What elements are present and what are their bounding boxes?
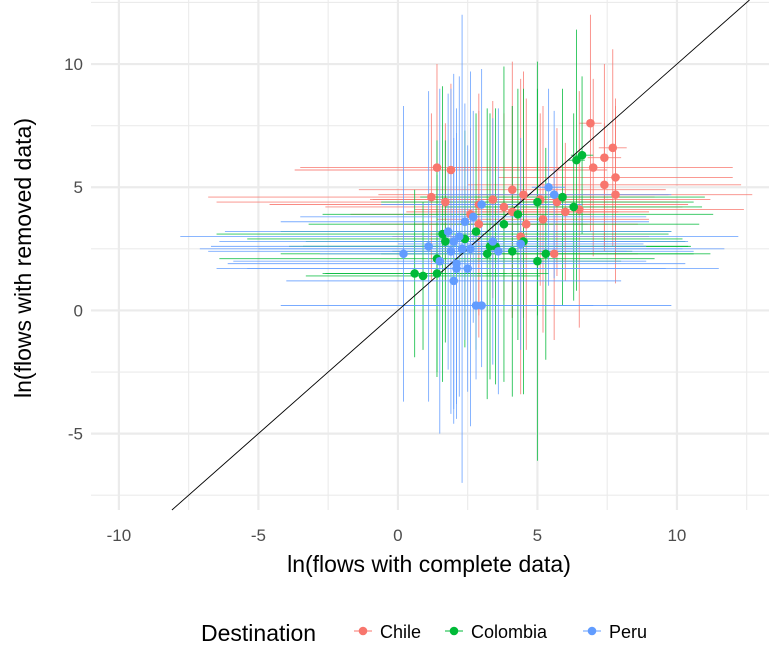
y-axis-title: ln(flows with removed data)	[10, 118, 36, 398]
data-point-chile	[427, 192, 436, 202]
data-point-peru	[466, 244, 475, 254]
data-point-chile	[538, 214, 548, 224]
data-point-chile	[600, 180, 609, 190]
legend-key-chile	[358, 626, 368, 636]
data-point-peru	[399, 249, 408, 259]
data-point-peru	[516, 239, 525, 249]
x-tick-label: -10	[107, 526, 132, 545]
legend: Destination Chile Colombia Peru	[201, 620, 647, 646]
y-tick-label: 10	[64, 55, 83, 74]
data-point-chile	[549, 249, 559, 259]
x-tick-label: 0	[393, 526, 402, 545]
data-point-chile	[499, 202, 509, 212]
data-point-colombia	[471, 227, 481, 236]
data-point-peru	[457, 244, 467, 254]
y-tick-label: 0	[74, 301, 83, 320]
data-point-colombia	[508, 247, 517, 256]
data-point-chile	[521, 219, 531, 229]
x-axis-title: ln(flows with complete data)	[287, 551, 571, 577]
data-point-colombia	[558, 192, 567, 202]
data-point-colombia	[572, 155, 581, 165]
data-point-colombia	[541, 249, 551, 259]
data-point-peru	[446, 247, 456, 256]
identity-line	[171, 0, 750, 511]
data-point-colombia	[499, 219, 509, 229]
data-point-peru	[468, 212, 478, 222]
data-point-chile	[488, 195, 498, 204]
grid-major	[91, 0, 769, 510]
data-point-peru	[544, 182, 553, 192]
data-point-chile	[611, 190, 620, 199]
data-point-peru	[449, 237, 459, 246]
data-point-peru	[488, 237, 498, 246]
legend-key-peru	[587, 626, 597, 636]
data-point-colombia	[418, 271, 428, 281]
data-point-chile	[552, 197, 562, 207]
data-point-colombia	[533, 197, 542, 207]
data-point-chile	[586, 118, 595, 128]
x-tick-label: 10	[667, 526, 686, 545]
data-point-peru	[460, 217, 470, 227]
data-point-peru	[463, 264, 472, 273]
data-point-chile	[446, 165, 456, 175]
y-tick-labels: -5 0 5 10	[64, 55, 83, 444]
data-point-peru	[452, 264, 461, 273]
x-tick-label: -5	[251, 526, 266, 545]
legend-label-peru: Peru	[609, 622, 647, 642]
legend-items: Chile Colombia Peru	[354, 622, 647, 642]
y-tick-label: 5	[74, 178, 83, 197]
data-point-chile	[561, 207, 570, 217]
data-points	[399, 118, 620, 310]
data-point-peru	[477, 200, 486, 209]
data-point-peru	[549, 190, 559, 199]
data-point-colombia	[432, 269, 442, 278]
data-point-peru	[443, 227, 453, 236]
data-point-peru	[424, 242, 433, 251]
data-point-chile	[600, 153, 609, 162]
data-point-chile	[588, 163, 598, 172]
data-point-colombia	[441, 237, 450, 246]
data-point-peru	[494, 247, 503, 256]
data-point-chile	[519, 190, 528, 199]
grid-minor	[91, 0, 769, 510]
data-point-chile	[441, 197, 450, 207]
data-point-colombia	[410, 269, 419, 278]
data-point-chile	[432, 163, 442, 172]
y-tick-label: -5	[68, 425, 83, 444]
data-point-peru	[449, 276, 459, 286]
data-point-chile	[508, 185, 517, 195]
legend-key-colombia	[449, 626, 459, 636]
data-point-chile	[611, 173, 620, 182]
data-point-colombia	[569, 202, 578, 212]
legend-title: Destination	[201, 620, 316, 646]
identity-reference-line	[171, 0, 750, 511]
data-point-chile	[474, 219, 484, 229]
data-point-chile	[608, 143, 618, 153]
data-point-colombia	[482, 249, 492, 259]
data-point-colombia	[533, 256, 542, 266]
x-tick-labels: -10 -5 0 5 10	[107, 526, 687, 545]
legend-label-chile: Chile	[380, 622, 421, 642]
data-point-peru	[435, 256, 445, 266]
data-point-colombia	[513, 210, 523, 219]
legend-label-colombia: Colombia	[471, 622, 548, 642]
data-point-colombia	[577, 150, 587, 160]
data-point-peru	[477, 301, 486, 310]
data-point-peru	[454, 232, 464, 241]
x-tick-label: 5	[533, 526, 542, 545]
